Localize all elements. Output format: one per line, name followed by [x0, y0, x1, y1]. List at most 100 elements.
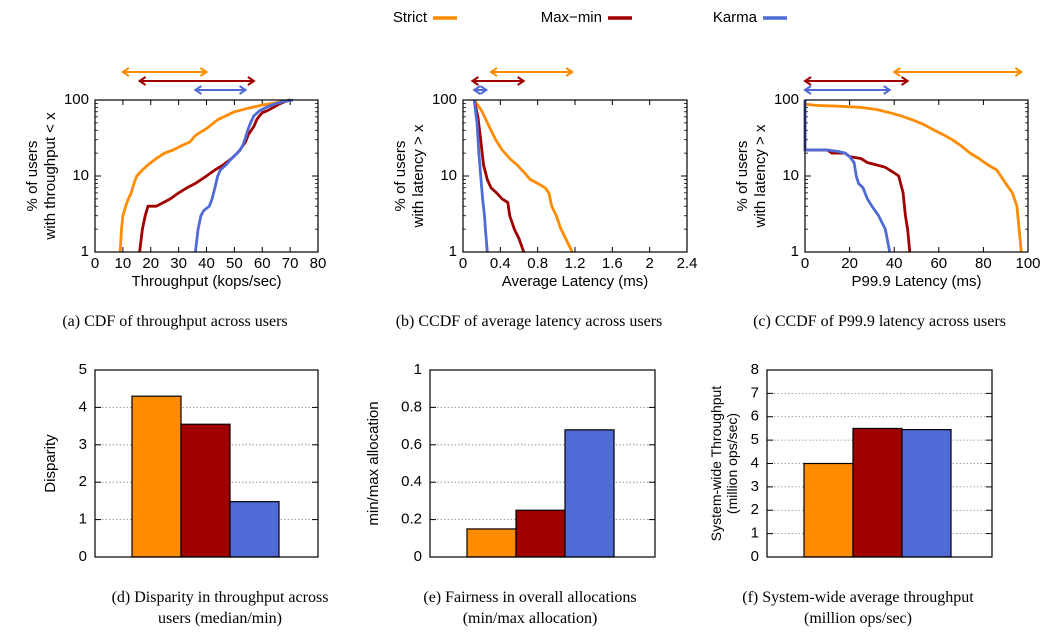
range-arrowhead-right-strict [199, 67, 209, 77]
y-tick-label: 3 [751, 478, 759, 495]
x-tick-label: 40 [198, 255, 215, 272]
caption-d-line1: (d) Disparity in throughput across [111, 589, 329, 606]
y-tick-label: 8 [751, 361, 759, 378]
chart-f: 0 1 2 3 4 5 6 7 8 System-wide Throughput (million … [708, 361, 993, 565]
legend-label-karma: Karma [713, 9, 758, 26]
x-tick-label: 60 [930, 255, 947, 272]
caption-b-line: (b) CCDF of average latency across users [395, 313, 663, 330]
y-axis-label-line1: System-wide Throughput [708, 386, 724, 541]
y-tick-label: 0 [414, 548, 422, 565]
x-axis-label: P99.9 Latency (ms) [851, 273, 981, 290]
range-arrowhead-right-maxmin [247, 76, 256, 86]
y-tick-label: 10 [72, 167, 89, 184]
y-axis-label-line2: with throughput < x [42, 112, 59, 241]
plot-frame [766, 369, 993, 558]
x-tick-label: 1.6 [602, 255, 623, 272]
x-tick-label: 0.4 [490, 255, 511, 272]
y-tick-label: 100 [64, 91, 89, 108]
x-tick-label: 40 [886, 255, 903, 272]
legend-label-maxmin: Max−min [541, 9, 602, 26]
y-tick-label: 10 [440, 167, 457, 184]
x-tick-label: 10 [115, 255, 132, 272]
y-axis-label-line2: with latency > x [752, 124, 769, 228]
x-axis-label: Average Latency (ms) [502, 273, 648, 290]
y-tick-label: 100 [432, 91, 457, 108]
caption-d-line2: users (median/min) [158, 610, 282, 627]
series-line-karma [803, 100, 892, 253]
chart-c: 0 20 40 60 80 100 1 10 100 P99.9 Latency (ms) % of… [734, 67, 1041, 290]
series-line-strict [803, 100, 1023, 253]
y-tick-label: 1 [81, 243, 89, 260]
series-line-karma [194, 98, 294, 253]
y-axis-label: Disparity [42, 434, 59, 493]
y-axis-label-line2: with latency > x [410, 124, 427, 228]
x-tick-label: 30 [170, 255, 187, 272]
y-tick-label: 0 [79, 548, 87, 565]
x-tick-label: 60 [254, 255, 271, 272]
x-tick-label: 80 [310, 255, 327, 272]
x-tick-label: 0 [801, 255, 809, 272]
y-tick-label: 1 [414, 361, 422, 378]
y-tick-label: 6 [751, 408, 759, 425]
bar-maxmin [852, 427, 903, 558]
plot-frame [94, 99, 319, 253]
x-tick-label: 0 [91, 255, 99, 272]
y-tick-label: 7 [751, 384, 759, 401]
range-arrowhead-right-strict [1014, 67, 1024, 77]
range-arrowhead-right-karma [238, 85, 248, 95]
caption-f-line2: (million ops/sec) [804, 610, 912, 627]
caption-f: (f) System-wide average throughput (mill… [688, 587, 1028, 629]
series-line-strict [473, 99, 574, 253]
x-tick-label: 70 [282, 255, 299, 272]
x-tick-label: 20 [142, 255, 159, 272]
plot-frame [429, 369, 656, 558]
bar-strict [131, 395, 182, 558]
x-tick-label: 100 [1015, 255, 1040, 272]
plot-frame [804, 99, 1029, 253]
chart-b: 0 0.4 0.8 1.2 1.6 2 2.4 1 10 100 Average Latency (… [392, 67, 697, 290]
y-axis-label-line1: % of users [24, 141, 41, 212]
chart-e: 0 0.2 0.4 0.6 0.8 1 min/max allocation [365, 361, 656, 565]
caption-a-line: (a) CDF of throughput across users [62, 313, 288, 330]
legend-label-strict: Strict [393, 9, 428, 26]
bar-karma [901, 429, 952, 558]
range-arrowhead-right-karma [883, 85, 892, 95]
x-tick-label: 20 [841, 255, 858, 272]
x-tick-label: 50 [226, 255, 243, 272]
chart-a: 0 10 20 30 40 50 60 70 80 1 10 100 Throughput (kops/… [24, 67, 327, 290]
range-arrowhead-left-karma [803, 85, 812, 95]
range-arrowhead-left-strict [892, 67, 901, 77]
y-tick-label: 5 [751, 431, 759, 448]
y-axis-label-line1: % of users [392, 141, 409, 212]
plot-frame [94, 369, 319, 558]
range-arrowhead-left-karma [472, 85, 481, 95]
series-line-strict [118, 98, 291, 253]
y-tick-label: 2 [79, 473, 87, 490]
range-arrowhead-left-maxmin [803, 76, 812, 86]
y-tick-label: 1 [751, 525, 759, 542]
chart-d: 0 1 2 3 4 5 Disparity [42, 361, 319, 565]
y-tick-label: 0.6 [401, 436, 422, 453]
range-arrowhead-left-strict [121, 67, 130, 77]
legend: Strict Max−min Karma [393, 9, 787, 26]
caption-e: (e) Fairness in overall allocations (min… [370, 587, 690, 629]
y-axis-label: min/max allocation [365, 401, 382, 525]
caption-c: (c) CCDF of P99.9 latency across users [704, 311, 1055, 332]
y-tick-label: 5 [79, 361, 87, 378]
bar-karma [229, 501, 280, 558]
y-tick-label: 0 [751, 548, 759, 565]
y-tick-label: 1 [79, 511, 87, 528]
range-arrowhead-right-karma [479, 85, 489, 95]
y-tick-label: 10 [782, 167, 799, 184]
caption-e-line2: (min/max allocation) [462, 610, 598, 627]
y-tick-label: 3 [79, 436, 87, 453]
x-axis-label: Throughput (kops/sec) [131, 273, 281, 290]
y-tick-label: 1 [449, 243, 457, 260]
range-arrowhead-left-maxmin [470, 76, 479, 86]
range-arrowhead-right-maxmin [901, 76, 910, 86]
bar-maxmin [180, 423, 231, 558]
plot-frame [462, 99, 688, 253]
caption-c-line: (c) CCDF of P99.9 latency across users [753, 313, 1006, 330]
y-tick-label: 100 [774, 91, 799, 108]
